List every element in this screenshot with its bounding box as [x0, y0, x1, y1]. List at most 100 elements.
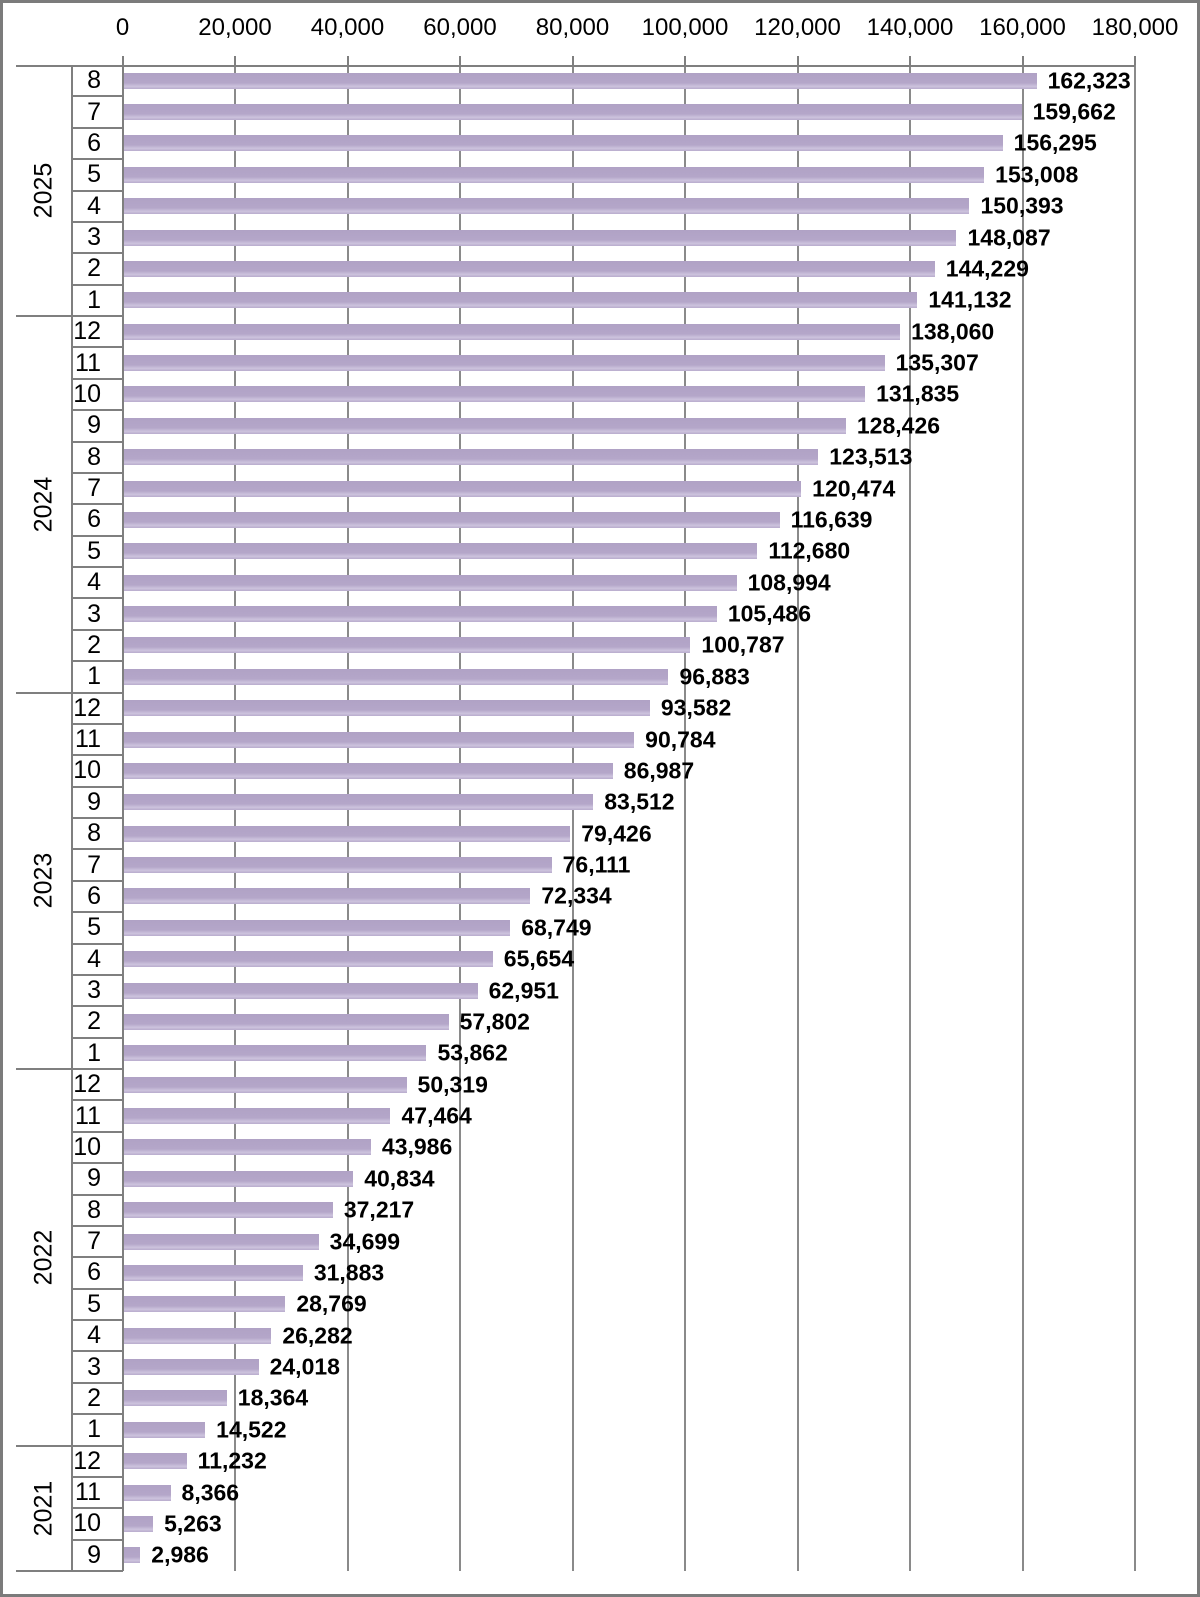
month-label: 8 [87, 1195, 101, 1224]
month-label: 2 [87, 630, 101, 659]
bar [123, 825, 571, 842]
value-axis-tick-label: 60,000 [423, 14, 497, 41]
bar [123, 668, 669, 685]
month-tick [71, 911, 123, 914]
month-tick [71, 597, 123, 600]
bar [123, 982, 478, 999]
bar [123, 166, 985, 183]
value-label: 79,426 [581, 820, 652, 847]
month-tick [71, 1475, 123, 1478]
value-label: 83,512 [604, 788, 675, 815]
month-label: 5 [87, 913, 101, 942]
month-tick [71, 534, 123, 537]
month-label: 3 [87, 223, 101, 252]
month-tick [71, 785, 123, 788]
year-label-text: 2024 [29, 476, 57, 533]
month-label: 5 [87, 536, 101, 565]
year-label: 2023 [16, 693, 71, 1070]
month-label: 3 [87, 1352, 101, 1381]
value-label: 96,883 [679, 663, 750, 690]
axis-tick [121, 56, 124, 65]
bar [123, 323, 901, 340]
value-label: 2,986 [151, 1541, 209, 1568]
value-label: 18,364 [237, 1384, 309, 1411]
month-tick [71, 1538, 123, 1541]
value-axis-tick-label: 0 [115, 14, 130, 41]
value-axis-tick-label: 20,000 [198, 14, 272, 41]
bar [123, 888, 531, 905]
month-tick [71, 1350, 123, 1353]
month-tick [71, 283, 123, 286]
month-label: 5 [87, 160, 101, 189]
bar [123, 1170, 354, 1187]
bar [123, 1484, 171, 1501]
value-label: 116,639 [790, 506, 873, 533]
month-label: 1 [87, 285, 101, 314]
value-label: 31,883 [313, 1259, 385, 1286]
month-tick [71, 1130, 123, 1133]
bar [123, 1327, 272, 1344]
month-tick [71, 377, 123, 380]
value-label: 28,769 [296, 1290, 367, 1317]
month-tick [71, 409, 123, 412]
year-group-divider [16, 315, 123, 317]
month-tick [71, 252, 123, 255]
year-group-divider [16, 1068, 123, 1070]
month-tick [71, 1507, 123, 1510]
bar [123, 229, 957, 246]
value-axis-tick-label: 180,000 [1091, 14, 1179, 41]
month-label: 11 [75, 348, 101, 377]
month-label: 4 [87, 1321, 101, 1350]
value-label: 120,474 [812, 475, 896, 502]
bar [123, 1453, 187, 1470]
value-label: 24,018 [269, 1353, 340, 1380]
value-label: 156,295 [1013, 129, 1097, 156]
month-tick [71, 722, 123, 725]
year-group-divider [16, 1570, 123, 1572]
gridline [571, 65, 574, 1571]
bar [123, 135, 1003, 152]
month-label: 9 [87, 411, 101, 440]
bar [123, 919, 511, 936]
month-tick [71, 158, 123, 161]
value-label: 11,232 [197, 1447, 267, 1474]
month-label: 1 [87, 1038, 101, 1067]
year-label: 2025 [16, 65, 71, 316]
month-tick [71, 817, 123, 819]
value-label: 14,522 [216, 1416, 287, 1443]
month-tick [71, 126, 123, 129]
value-label: 131,835 [876, 380, 960, 407]
axis-tick [909, 56, 911, 65]
month-tick [71, 1036, 123, 1039]
value-label: 90,784 [645, 726, 716, 753]
bar [123, 198, 970, 215]
bar [123, 731, 635, 748]
month-tick [71, 848, 123, 851]
axis-tick [459, 56, 461, 65]
bar [123, 1045, 427, 1062]
gridline [234, 65, 236, 1571]
value-label: 153,008 [995, 161, 1079, 188]
month-tick [71, 503, 123, 506]
month-tick [71, 1256, 123, 1259]
year-label-text: 2022 [29, 1229, 57, 1286]
axis-tick [571, 56, 574, 65]
month-tick [71, 1193, 123, 1196]
value-label: 34,699 [329, 1228, 401, 1255]
month-tick [71, 440, 123, 443]
month-tick [71, 879, 123, 882]
value-label: 138,060 [911, 318, 995, 345]
value-label: 62,951 [488, 977, 559, 1004]
bar [123, 857, 552, 874]
value-label: 123,513 [829, 443, 913, 470]
year-label-text: 2021 [29, 1480, 57, 1537]
year-group-divider [16, 691, 123, 694]
month-label: 4 [87, 191, 101, 220]
month-tick [71, 95, 123, 98]
month-tick [71, 1162, 123, 1165]
value-label: 93,582 [660, 694, 732, 721]
bar [123, 1359, 259, 1376]
month-tick [71, 1099, 123, 1102]
month-tick [71, 1005, 123, 1008]
